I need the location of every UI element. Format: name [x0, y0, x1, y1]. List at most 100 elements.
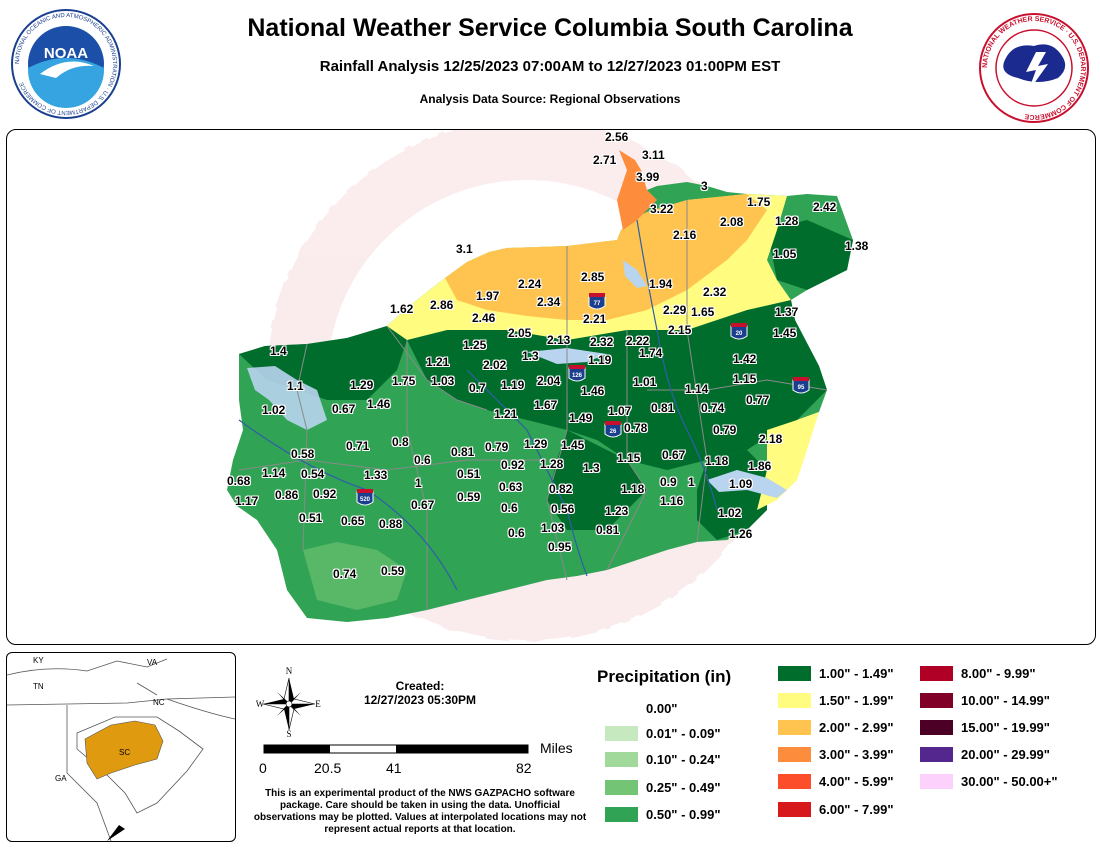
- rainfall-observation: 0.6: [508, 526, 525, 540]
- compass-rose: N S E W: [256, 666, 321, 738]
- rainfall-observation: 2.05: [508, 326, 532, 340]
- inset-label-ga: GA: [55, 774, 67, 783]
- rainfall-observation: 0.67: [411, 498, 435, 512]
- rainfall-observation: 0.59: [381, 564, 405, 578]
- rainfall-observation: 1.21: [494, 407, 518, 421]
- noaa-logo: NOAA NATIONAL OCEANIC AND ATMOSPHERIC AD…: [11, 9, 121, 119]
- rainfall-observation: 0.56: [551, 502, 575, 516]
- legend-swatch: [778, 802, 811, 817]
- rainfall-observation: 3.99: [636, 170, 660, 184]
- rainfall-observation: 1: [415, 476, 422, 490]
- created-value: 12/27/2023 05:30PM: [363, 693, 477, 707]
- legend-label: 20.00" - 29.99": [961, 747, 1050, 762]
- rainfall-observation: 1.45: [561, 438, 585, 452]
- legend-swatch: [920, 747, 953, 762]
- rainfall-observation: 0.8: [392, 435, 409, 449]
- legend-label: 15.00" - 19.99": [961, 720, 1050, 735]
- compass-s: S: [286, 729, 291, 738]
- rainfall-observation: 1.15: [733, 372, 757, 386]
- rainfall-observation: 1.67: [534, 398, 558, 412]
- rainfall-observation: 2.32: [590, 335, 614, 349]
- interstate-shields: 77 20 126 26 95 520: [356, 293, 810, 506]
- rainfall-observation: 0.95: [548, 540, 572, 554]
- rainfall-observation: 1.16: [660, 494, 684, 508]
- legend-swatch: [920, 720, 953, 735]
- rainfall-observation: 2.18: [759, 432, 783, 446]
- legend-title: Precipitation (in): [597, 667, 732, 686]
- rainfall-observation: 1.94: [649, 277, 673, 291]
- nws-logo: NATIONAL WEATHER SERVICE · U.S. DEPARTME…: [979, 13, 1089, 123]
- rainfall-observation: 1.01: [633, 375, 657, 389]
- rainfall-observation: 0.82: [549, 482, 573, 496]
- rainfall-observation: 3.22: [650, 202, 674, 216]
- svg-text:77: 77: [594, 301, 601, 307]
- rainfall-observation: 2.32: [703, 285, 727, 299]
- legend-swatch: [920, 693, 953, 708]
- rainfall-observation: 1.28: [540, 457, 564, 471]
- rainfall-observation: 1.46: [581, 384, 605, 398]
- rainfall-map: NATIONAL WEATHER SERVICE · DEPARTMENT OF…: [6, 129, 1096, 645]
- inset-label-tn: TN: [33, 682, 44, 691]
- rainfall-observation: 1.19: [588, 353, 612, 367]
- rainfall-observation: 2.13: [547, 333, 571, 347]
- rainfall-observation: 1.29: [524, 437, 548, 451]
- rainfall-observation: 1.46: [367, 397, 391, 411]
- rainfall-observation: 0.7: [469, 381, 486, 395]
- inset-label-ky: KY: [33, 656, 44, 665]
- rainfall-observation: 0.71: [346, 439, 370, 453]
- scale-bar: Miles 0 20.5 41 82: [258, 738, 588, 778]
- rainfall-observation: 2.15: [668, 323, 692, 337]
- scale-unit: Miles: [540, 740, 573, 756]
- rainfall-observation: 1.29: [350, 378, 374, 392]
- rainfall-observation: 1.03: [431, 374, 455, 388]
- rainfall-observation: 1.26: [729, 527, 753, 541]
- rainfall-observation: 1.02: [262, 403, 286, 417]
- rainfall-observation: 0.68: [227, 474, 251, 488]
- rainfall-observation: 2.02: [483, 358, 507, 372]
- i20-shield: 20: [730, 323, 748, 340]
- i520-shield: 520: [356, 489, 374, 506]
- scale-tick-41: 41: [386, 760, 402, 776]
- legend-label: 0.50" - 0.99": [646, 807, 721, 822]
- rainfall-observation: 1.18: [621, 482, 645, 496]
- rainfall-observation: 2.86: [430, 298, 454, 312]
- legend-label: 3.00" - 3.99": [819, 747, 894, 762]
- rainfall-observation: 1: [688, 475, 695, 489]
- rainfall-observation: 0.74: [333, 567, 357, 581]
- region-1in-central: [407, 300, 827, 470]
- legend-swatch: [605, 780, 638, 795]
- legend-swatch: [778, 774, 811, 789]
- rainfall-observation: 1.09: [729, 477, 753, 491]
- rainfall-observation: 1.03: [541, 521, 565, 535]
- rainfall-observation: 0.51: [457, 467, 481, 481]
- legend-swatch: [605, 701, 638, 716]
- legend-swatch: [605, 807, 638, 822]
- legend-swatch: [920, 774, 953, 789]
- rainfall-observation: 1.05: [773, 247, 797, 261]
- rainfall-observation: 1.19: [501, 378, 525, 392]
- locator-inset-canvas: KY VA TN NC SC GA: [7, 656, 235, 841]
- map-title: National Weather Service Columbia South …: [247, 14, 853, 42]
- legend-label: 8.00" - 9.99": [961, 666, 1036, 681]
- i95-shield: 95: [792, 377, 810, 394]
- rainfall-observation: 1.15: [617, 451, 641, 465]
- legend-label: 0.01" - 0.09": [646, 726, 721, 741]
- rainfall-observation: 0.81: [596, 523, 620, 537]
- compass-e: E: [315, 699, 321, 709]
- rainfall-observation: 1.38: [845, 239, 869, 253]
- noaa-logo-text: NOAA: [44, 45, 88, 62]
- rainfall-observation: 0.79: [485, 440, 509, 454]
- legend-label: 2.00" - 2.99": [819, 720, 894, 735]
- rainfall-observation: 1.4: [270, 344, 287, 358]
- i26-shield: 26: [604, 421, 622, 438]
- rainfall-observation: 0.77: [746, 393, 770, 407]
- map-subtitle: Rainfall Analysis 12/25/2023 07:00AM to …: [319, 58, 781, 75]
- legend-label: 4.00" - 5.99": [819, 774, 894, 789]
- rainfall-observation: 1.14: [262, 466, 286, 480]
- rainfall-observation: 1.23: [605, 504, 629, 518]
- rainfall-observation: 3.11: [642, 148, 665, 162]
- rainfall-observation: 0.67: [662, 448, 686, 462]
- legend-label: 1.00" - 1.49": [819, 666, 894, 681]
- rainfall-observation: 1.37: [775, 305, 799, 319]
- rainfall-observation: 1.33: [364, 468, 388, 482]
